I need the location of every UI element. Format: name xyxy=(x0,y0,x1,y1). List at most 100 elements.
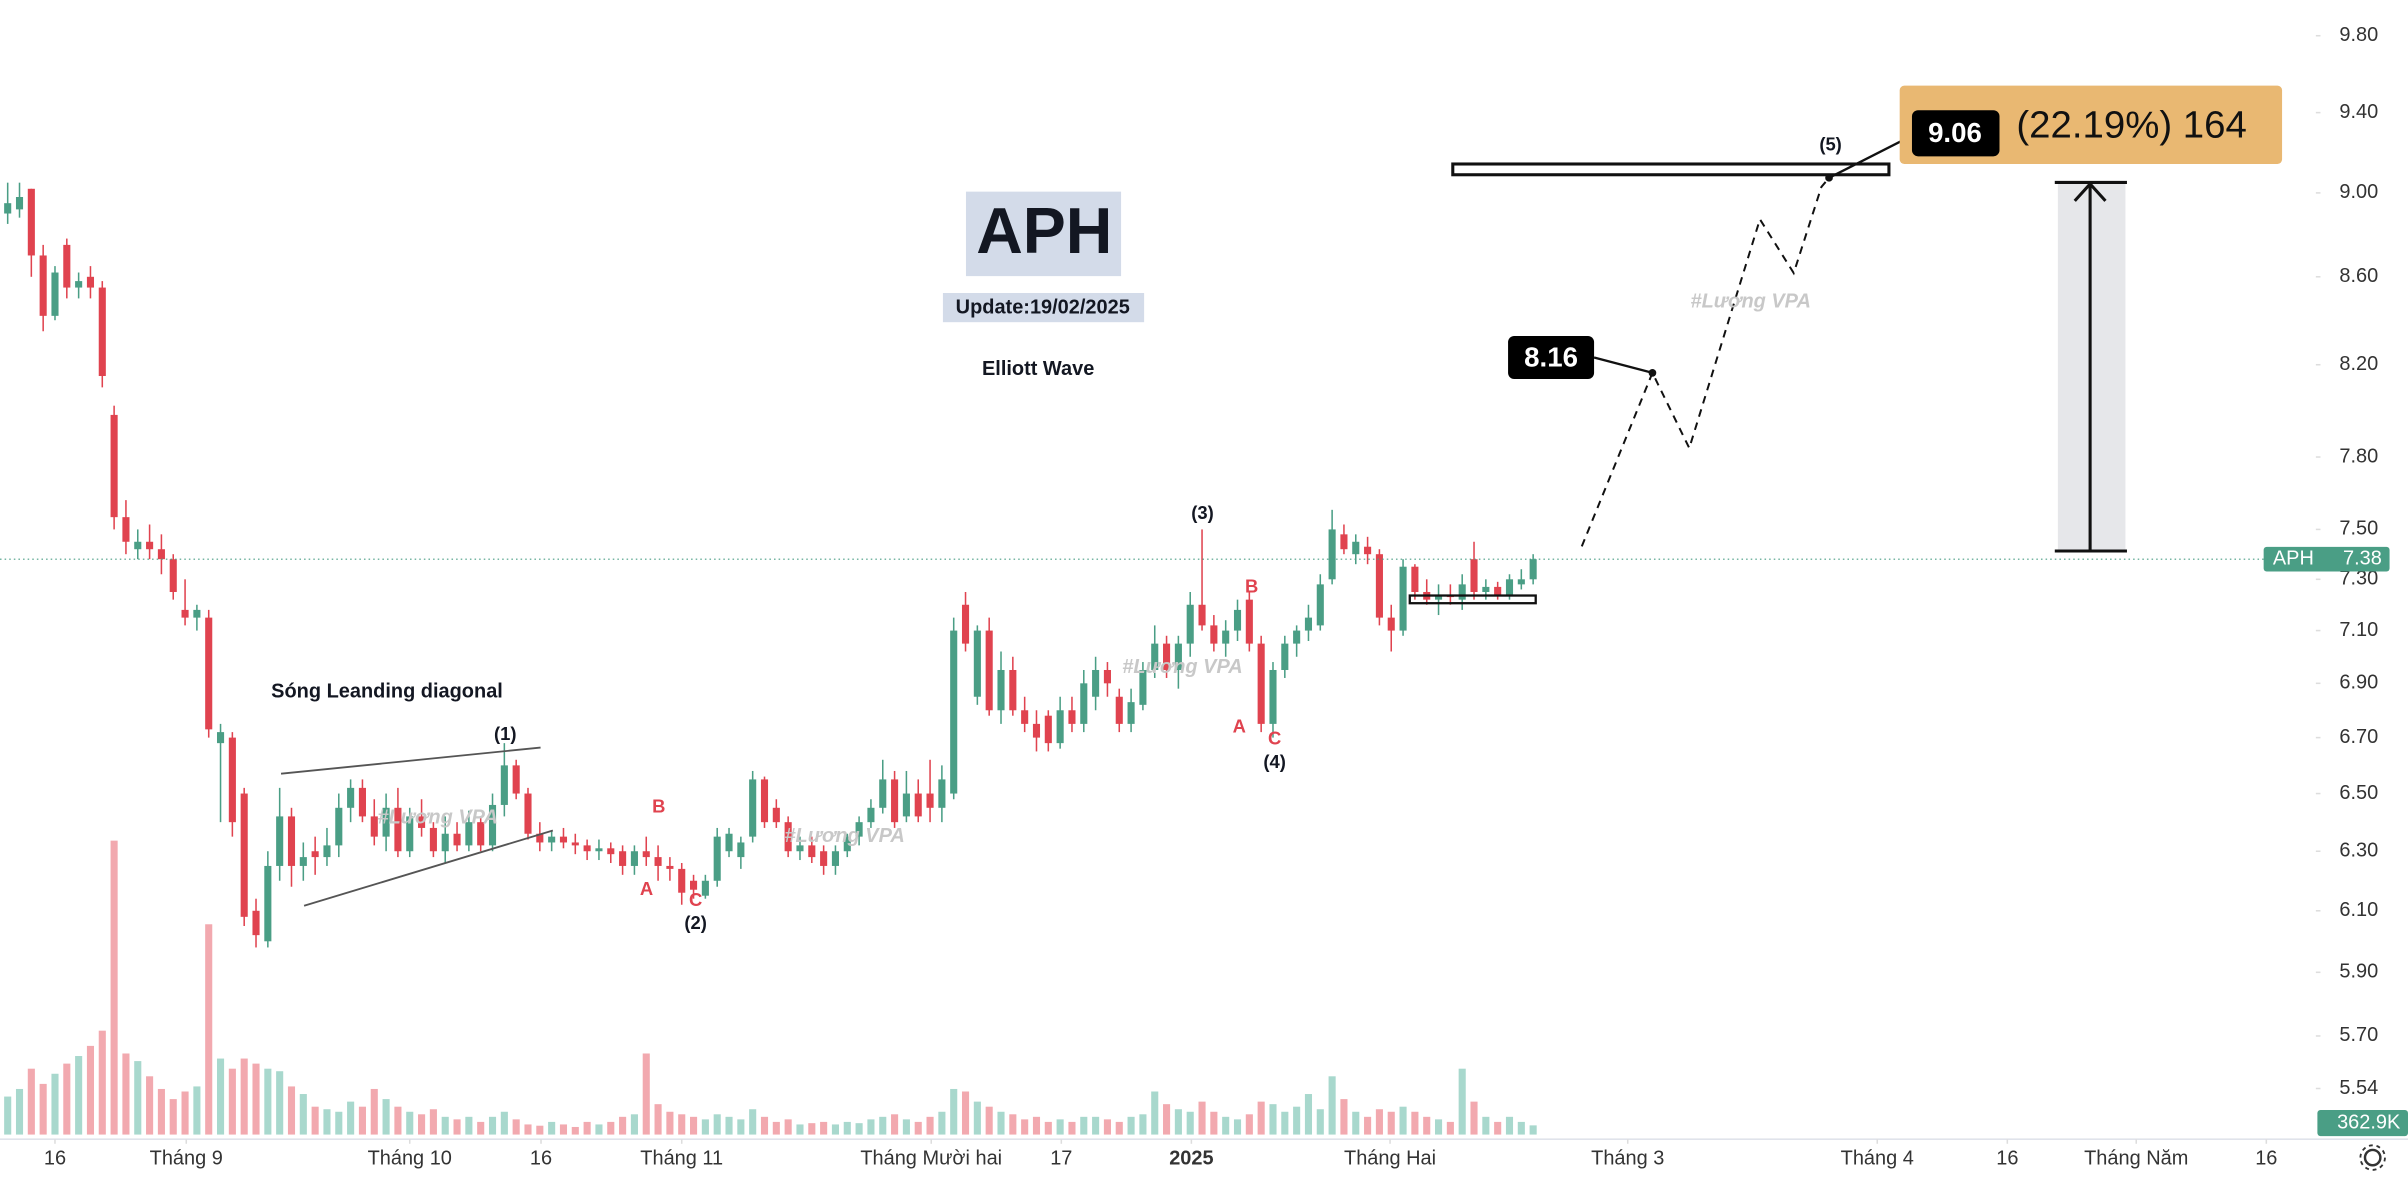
candle-body xyxy=(997,669,1005,711)
volume-bar xyxy=(1423,1116,1431,1135)
candle-body xyxy=(240,793,248,917)
volume-bar xyxy=(181,1091,189,1135)
volume-bar xyxy=(75,1056,83,1135)
volume-bar xyxy=(1434,1119,1443,1135)
volume-bar xyxy=(370,1088,378,1135)
candle-body xyxy=(205,617,213,730)
x-tick-label: 16 xyxy=(44,1147,66,1169)
measure-arrow xyxy=(2073,181,2107,202)
candle-body xyxy=(228,737,236,823)
volume-bar xyxy=(252,1063,260,1135)
volume-bar xyxy=(323,1109,331,1135)
candle-body xyxy=(51,272,59,316)
volume-bar xyxy=(429,1109,437,1135)
candle-body xyxy=(1340,534,1348,550)
candle-body xyxy=(1044,715,1052,744)
candle-body xyxy=(1517,579,1525,585)
y-tick-label: 9.40 xyxy=(2339,101,2378,123)
candle-body xyxy=(1482,586,1490,592)
candle-body xyxy=(216,732,225,744)
candle-body xyxy=(39,255,47,316)
candle-body xyxy=(607,848,615,855)
candle-body xyxy=(796,845,804,852)
candle-body xyxy=(157,549,165,560)
candle-body xyxy=(406,816,414,852)
volume-bar xyxy=(86,1045,95,1135)
volume-bar xyxy=(713,1114,721,1135)
volume-bar xyxy=(228,1068,236,1135)
volume-bar xyxy=(1529,1125,1537,1135)
candle-body xyxy=(902,793,910,817)
candle-body xyxy=(1163,643,1171,670)
x-tick-label: 16 xyxy=(2255,1147,2277,1169)
candle-body xyxy=(75,281,83,288)
candle-body xyxy=(737,842,745,858)
volume-bar xyxy=(1304,1094,1313,1135)
y-tick-label: 5.90 xyxy=(2339,961,2378,983)
abc-label: A xyxy=(640,878,653,899)
candle-body xyxy=(98,287,106,377)
price-tag xyxy=(2263,546,2390,572)
candle-body xyxy=(760,779,769,823)
candle-body xyxy=(619,851,627,866)
price-tag-value: 7.38 xyxy=(2343,547,2382,569)
volume-bar xyxy=(1115,1121,1123,1135)
volume-bar xyxy=(571,1126,579,1135)
volume-bar xyxy=(1068,1121,1076,1135)
candle-body xyxy=(1032,723,1041,738)
x-tick-label: 16 xyxy=(530,1147,552,1169)
volume-bar xyxy=(595,1124,603,1135)
candle-body xyxy=(559,836,568,843)
volume-bar xyxy=(985,1106,993,1135)
candle-body xyxy=(973,630,981,697)
y-tick-label: 6.70 xyxy=(2339,726,2378,748)
candle-body xyxy=(181,609,189,618)
volume-bar xyxy=(820,1121,828,1135)
candle-body xyxy=(1505,579,1514,595)
x-tick-label: 2025 xyxy=(1169,1147,1213,1169)
volume-bar xyxy=(1399,1106,1407,1135)
volume-bar xyxy=(453,1119,461,1135)
volume-bar xyxy=(1470,1101,1478,1135)
settings-icon[interactable] xyxy=(2363,1148,2382,1167)
volume-bar xyxy=(524,1124,532,1135)
pattern-label: Sóng Leanding diagonal xyxy=(271,681,503,703)
y-tick-label: 9.80 xyxy=(2339,24,2378,46)
gain-label: (22.19%) 164 xyxy=(2016,103,2246,146)
volume-bar xyxy=(1494,1121,1502,1135)
candle-body xyxy=(1458,584,1466,600)
volume-bar xyxy=(240,1058,248,1135)
candle-body xyxy=(784,822,792,852)
settings-icon[interactable] xyxy=(2359,1144,2386,1171)
candle-body xyxy=(477,822,485,846)
candle-body xyxy=(169,559,177,592)
abc-label: C xyxy=(1268,728,1281,749)
title-box xyxy=(965,191,1122,277)
subtitle: Update:19/02/2025 xyxy=(956,297,1130,319)
candle-body xyxy=(595,848,603,852)
plot-area xyxy=(4,182,1537,1135)
volume-bar xyxy=(1032,1116,1041,1135)
volume-bar xyxy=(938,1111,946,1135)
volume-bar xyxy=(1009,1114,1017,1135)
candle-body xyxy=(1092,669,1100,697)
candle-body xyxy=(370,816,378,837)
candle-body xyxy=(252,910,260,936)
candle-body xyxy=(512,765,520,794)
candle-body xyxy=(15,197,24,210)
candle-body xyxy=(134,541,142,550)
candle-body xyxy=(1304,617,1313,631)
volume-bar xyxy=(725,1116,733,1135)
candle-body xyxy=(843,836,851,852)
x-tick-label: Tháng Năm xyxy=(2084,1147,2188,1169)
candle-body xyxy=(831,851,840,866)
candle-body xyxy=(382,807,390,837)
candle-body xyxy=(1127,702,1135,724)
price-tag-symbol: APH xyxy=(2273,547,2314,569)
volume-bar xyxy=(831,1124,840,1135)
y-tick-label: 5.70 xyxy=(2339,1024,2378,1046)
candle-body xyxy=(1316,584,1324,626)
x-tick-label: 16 xyxy=(1996,1147,2018,1169)
volume-bar xyxy=(1375,1109,1383,1135)
y-tick-label: 9.00 xyxy=(2339,181,2378,203)
